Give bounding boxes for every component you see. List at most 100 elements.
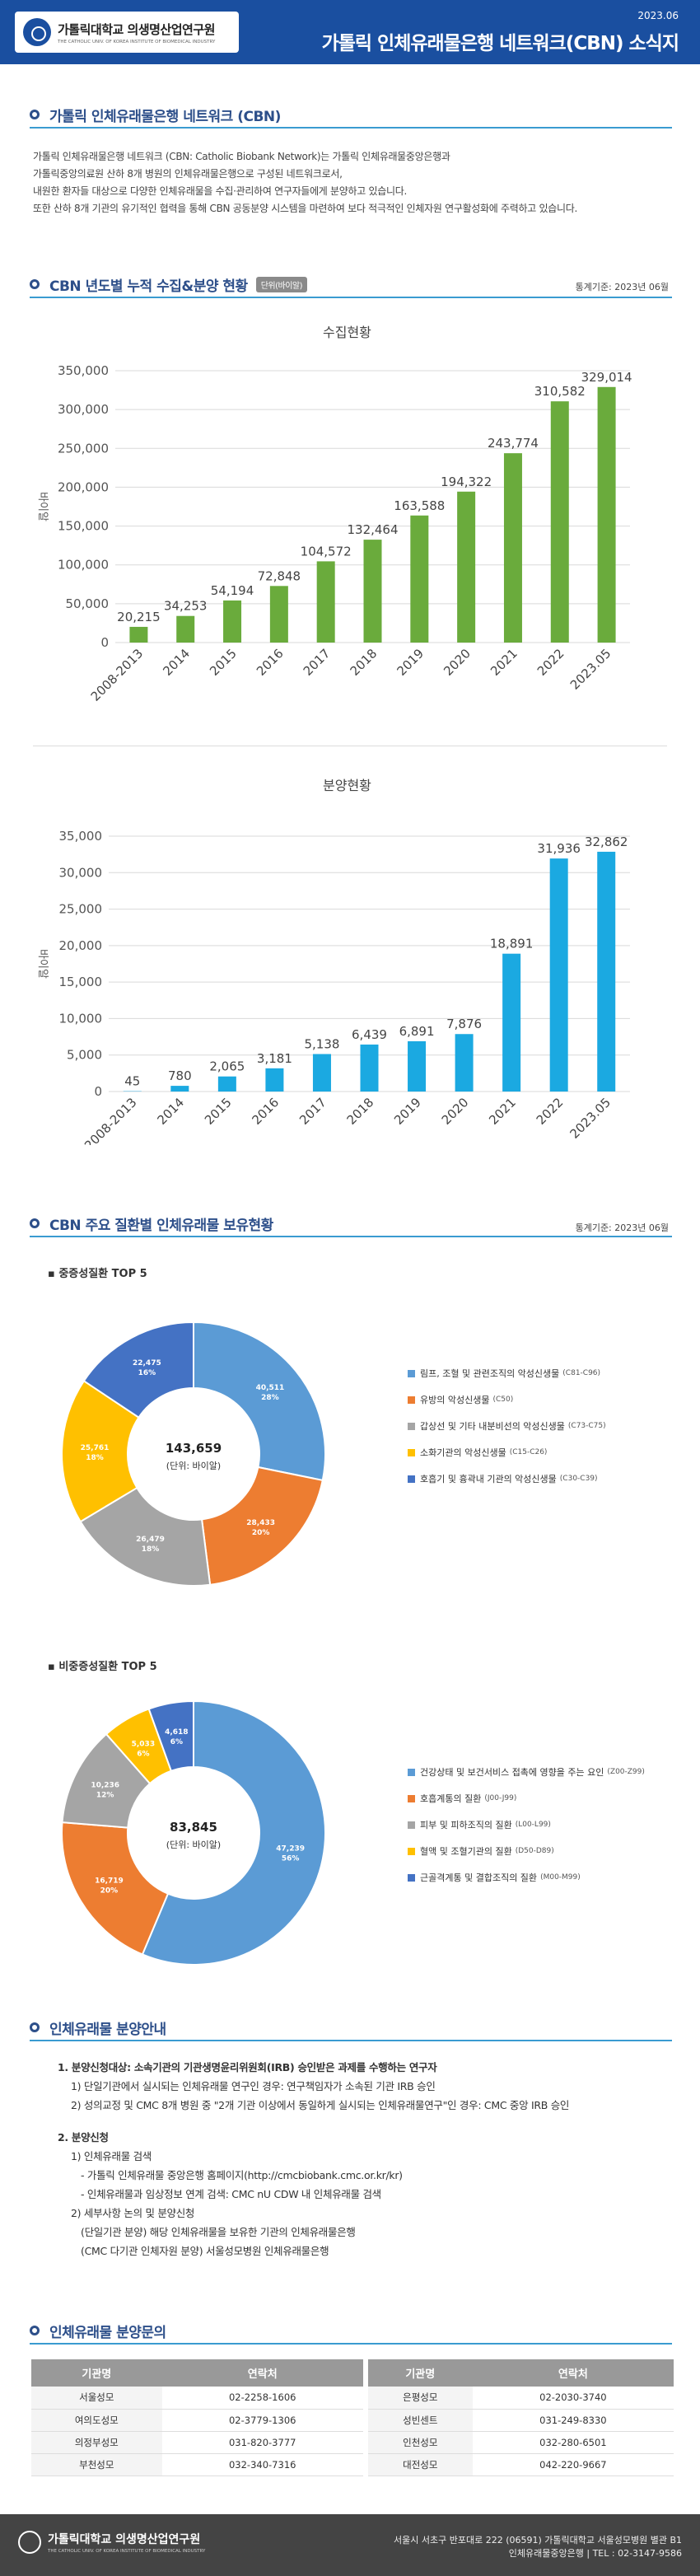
y-tick-label: 10,000 xyxy=(59,1011,103,1026)
table-row: 서울성모 02-2258-1606 은평성모 02-2030-3740 xyxy=(31,2387,674,2410)
bar xyxy=(269,586,288,643)
bar xyxy=(410,515,429,643)
bar-value-label: 54,194 xyxy=(211,583,254,598)
institute-logo[interactable]: 가톨릭대학교 의생명산업연구원 THE CATHOLIC UNIV. OF KO… xyxy=(15,12,239,53)
legend-label: 근골격계통 및 결합조직의 질환 xyxy=(420,1872,538,1883)
bar-value-label: 6,891 xyxy=(399,1024,435,1039)
distribution-chart-title: 분양현황 xyxy=(323,778,371,793)
bar-value-label: 45 xyxy=(124,1074,140,1089)
slice-percent-label: 56% xyxy=(282,1855,300,1863)
distribution-bar-chart: 0 5,000 10,000 15,000 20,000 25,000 30,000 35,0… xyxy=(36,829,630,1145)
legend-item: 호흡계통의 질환 (J00-J99) xyxy=(408,1791,645,1806)
page-footer: 가톨릭대학교 의생명산업연구원 THE CATHOLIC UNIV. OF KO… xyxy=(0,2514,700,2576)
issue-date: 2023.06 xyxy=(637,10,679,21)
disease-title-text: CBN 주요 질환별 인체유래물 보유현황 xyxy=(49,1217,273,1234)
nonsevere-legend: 건강상태 및 보건서비스 접촉에 영향을 주는 요인 (Z00-Z99) 호흡계통의… xyxy=(408,1765,645,1896)
x-tick-label: 2017 xyxy=(296,1095,329,1128)
donut-slice xyxy=(82,1321,194,1419)
legend-code: (D50-D89) xyxy=(515,1847,554,1855)
contact-table: 기관명 연락처 기관명 연락처 서울성모 02-2258-1606 은평성모 02-2… xyxy=(31,2359,674,2476)
bar-value-label: 132,464 xyxy=(347,522,398,537)
bar xyxy=(170,1086,189,1092)
y-tick-label: 5,000 xyxy=(67,1048,102,1063)
intro-line: 가톨릭중앙의료원 산하 8개 병원의 인체유래물은행으로 구성된 네트워크로서, xyxy=(33,168,343,180)
section-divider xyxy=(30,2040,672,2041)
column-header-tel: 연락처 xyxy=(472,2359,674,2387)
bar xyxy=(312,1054,331,1092)
legend-label: 건강상태 및 보건서비스 접촉에 영향을 주는 요인 xyxy=(420,1767,604,1778)
table-row: 의정부성모 031-820-3777 인천성모 032-280-6501 xyxy=(31,2431,674,2454)
section-divider xyxy=(30,127,672,129)
slice-percent-label: 12% xyxy=(96,1791,114,1799)
bar xyxy=(363,540,382,643)
stats-title-text: CBN 년도별 누적 수집&분양 현황 xyxy=(49,278,248,295)
org-cell: 부천성모 xyxy=(31,2453,162,2476)
bar xyxy=(408,1040,427,1092)
slice-percent-label: 28% xyxy=(261,1394,279,1402)
footer-logo-text: 가톨릭대학교 의생명산업연구원 xyxy=(48,2533,201,2546)
legend-code: (Z00-Z99) xyxy=(607,1768,645,1776)
legend-code: (M00-M99) xyxy=(540,1873,581,1882)
legend-swatch xyxy=(408,1768,415,1776)
x-tick-label: 2008-2013 xyxy=(82,1095,140,1145)
slice-value-label: 28,433 xyxy=(246,1519,275,1527)
tel-cell: 042-220-9667 xyxy=(472,2453,674,2476)
column-header-org: 기관명 xyxy=(31,2359,162,2387)
legend-label: 유방의 악성신생물 xyxy=(420,1395,490,1405)
x-tick-label: 2017 xyxy=(301,646,334,679)
footer-logo[interactable]: 가톨릭대학교 의생명산업연구원 THE CATHOLIC UNIV. OF KO… xyxy=(18,2531,205,2554)
logo-subtext: THE CATHOLIC UNIV. OF KOREA INSTITUTE OF… xyxy=(58,39,216,44)
org-cell: 성빈센트 xyxy=(367,2409,473,2432)
bar-value-label: 194,322 xyxy=(441,475,492,489)
bar-value-label: 310,582 xyxy=(534,384,586,399)
guide-detail: (CMC 다기관 인체자원 분양) 서울성모병원 인체유래물은행 xyxy=(81,2245,329,2257)
legend-item: 건강상태 및 보건서비스 접촉에 영향을 주는 요인 (Z00-Z99) xyxy=(408,1765,645,1779)
tel-cell: 031-820-3777 xyxy=(161,2431,363,2454)
legend-item: 피부 및 피하조직의 질환 (L00-L99) xyxy=(408,1817,645,1832)
x-tick-label: 2019 xyxy=(394,646,427,679)
slice-percent-label: 20% xyxy=(252,1529,270,1537)
footer-address: 서울시 서초구 반포대로 222 (06591) 가톨릭대학교 서울성모병원 별… xyxy=(394,2534,682,2560)
contact-section-title: 인체유래물 분양문의 xyxy=(30,2321,166,2341)
legend-code: (C30-C39) xyxy=(559,1475,598,1483)
section-divider xyxy=(30,297,672,298)
legend-item: 갑상선 및 기타 내분비선의 악성신생물 (C73-C75) xyxy=(408,1419,606,1433)
slice-percent-label: 20% xyxy=(100,1886,119,1895)
bar-value-label: 6,439 xyxy=(352,1027,387,1042)
y-tick-label: 250,000 xyxy=(58,441,109,456)
y-tick-label: 35,000 xyxy=(59,829,103,844)
donut-slice xyxy=(147,1699,194,1773)
x-tick-label: 2015 xyxy=(207,646,240,679)
legend-swatch xyxy=(408,1422,415,1430)
bar xyxy=(597,386,616,643)
y-axis-label: 바이알 xyxy=(36,949,49,979)
tel-cell: 032-280-6501 xyxy=(472,2431,674,2454)
slice-percent-label: 16% xyxy=(138,1369,156,1377)
severe-legend: 림프, 조혈 및 관련조직의 악성신생물 (C81-C96) 유방의 악성신생물 (C… xyxy=(408,1366,606,1498)
legend-item: 소화기관의 악성신생물 (C15-C26) xyxy=(408,1445,606,1460)
guide-subitem: 2) 성의교정 및 CMC 8개 병원 중 "2개 기관 이상에서 동일하게 실… xyxy=(71,2099,570,2111)
disease-reference-date: 통계기준: 2023년 06월 xyxy=(575,1223,669,1233)
x-tick-label: 2018 xyxy=(348,646,380,679)
y-tick-label: 15,000 xyxy=(59,975,103,989)
tel-cell: 031-249-8330 xyxy=(472,2409,674,2432)
x-tick-label: 2015 xyxy=(202,1095,235,1128)
intro-paragraph: 가톨릭 인체유래물은행 네트워크 (CBN: Catholic Biobank … xyxy=(33,148,675,217)
slice-value-label: 40,511 xyxy=(256,1384,285,1392)
x-tick-label: 2018 xyxy=(344,1095,377,1128)
bar xyxy=(503,453,522,643)
slice-value-label: 16,719 xyxy=(95,1877,124,1885)
x-tick-label: 2008-2013 xyxy=(88,646,147,704)
guide-detail: (단일기관 분양) 해당 인체유래물을 보유한 기관의 인체유래물은행 xyxy=(81,2226,356,2238)
org-cell: 은평성모 xyxy=(367,2387,473,2410)
stats-section-title: CBN 년도별 누적 수집&분양 현황 단위(바이알) xyxy=(30,275,308,295)
biobank-homepage-link[interactable]: - 가톨릭 인체유래물 중앙은행 홈페이지(http://cmcbiobank.… xyxy=(81,2169,403,2181)
section-divider xyxy=(30,1236,672,1237)
bar xyxy=(129,626,148,643)
intro-line: 내원한 환자들 대상으로 다양한 인체유래물을 수집·관리하여 연구자들에게 분… xyxy=(33,185,408,197)
org-cell: 여의도성모 xyxy=(31,2409,162,2432)
donut-total-value: 83,845 xyxy=(170,1820,217,1835)
legend-swatch xyxy=(408,1475,415,1483)
x-tick-label: 2021 xyxy=(488,646,520,679)
y-tick-label: 200,000 xyxy=(58,479,109,494)
